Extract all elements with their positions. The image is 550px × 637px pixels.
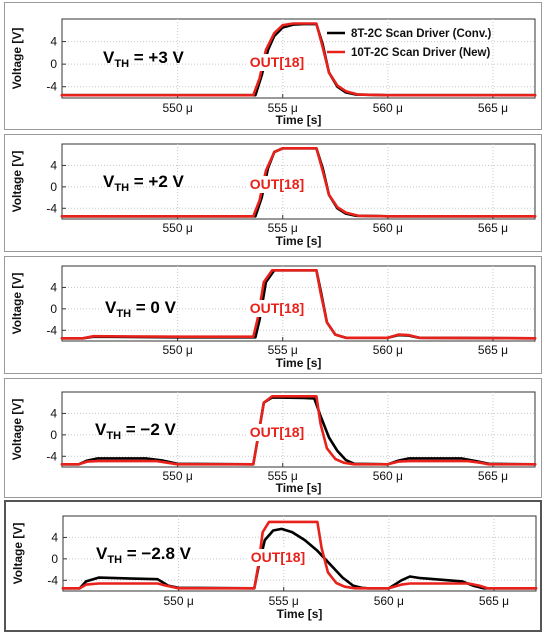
x-tick-label: 565 μ: [479, 594, 509, 608]
y-tick-label: 0: [50, 428, 57, 442]
y-tick-label: -4: [46, 201, 57, 215]
x-axis-label: Time [s]: [276, 356, 322, 370]
y-tick-label: 4: [51, 530, 58, 544]
x-tick-label: 560 μ: [373, 469, 403, 483]
x-tick-label: 555 μ: [268, 469, 298, 483]
chart-panel-2: 550 μ 555 μ 560 μ 565 μ 4 0 -4 Time [s] Voltage …: [4, 134, 542, 252]
y-tick-label: 4: [50, 406, 57, 420]
y-axis-label: Voltage [V]: [10, 28, 24, 90]
x-tick-label: 555 μ: [269, 594, 299, 608]
chart-svg-5: 550 μ 555 μ 560 μ 565 μ 4 0 -4 Time [s] Voltage …: [11, 515, 538, 621]
series-line-new: [60, 147, 537, 218]
x-tick-label: 560 μ: [373, 221, 403, 235]
x-tick-label: 560 μ: [374, 594, 404, 608]
y-tick-label: -4: [47, 573, 58, 587]
x-axis-label: Time [s]: [277, 607, 323, 621]
y-axis-label: Voltage [V]: [10, 273, 24, 335]
signal-label: OUT[18]: [250, 424, 304, 440]
y-axis-label: Voltage [V]: [10, 151, 24, 213]
y-tick-label: -4: [46, 80, 57, 94]
x-axis-label: Time [s]: [276, 113, 322, 127]
y-tick-label: 0: [50, 180, 57, 194]
chart-svg-2: 550 μ 555 μ 560 μ 565 μ 4 0 -4 Time [s] Voltage …: [10, 143, 537, 248]
signal-label-background: [247, 54, 307, 71]
legend-label: 8T-2C Scan Driver (Conv.): [351, 28, 492, 40]
x-tick-label: 550 μ: [163, 594, 193, 608]
series-line-new: [60, 394, 537, 466]
vth-condition-label: VTH = −2 V: [95, 420, 176, 442]
chart-panel-3: 550 μ 555 μ 560 μ 565 μ 4 0 -4 Time [s] Voltage …: [4, 256, 542, 374]
y-axis-label: Voltage [V]: [10, 399, 24, 461]
y-tick-label: -4: [46, 323, 57, 337]
series-line-new: [61, 520, 538, 590]
x-tick-label: 550 μ: [162, 469, 192, 483]
x-tick-label: 550 μ: [162, 101, 192, 115]
chart-svg-4: 550 μ 555 μ 560 μ 565 μ 4 0 -4 Time [s] Voltage …: [10, 391, 537, 495]
x-tick-label: 560 μ: [373, 101, 403, 115]
y-tick-label: 4: [50, 280, 57, 294]
x-tick-label: 555 μ: [268, 343, 298, 357]
signal-label-background: [248, 549, 308, 566]
signal-label: OUT[18]: [250, 176, 304, 192]
series-line-conventional: [60, 396, 537, 466]
vth-condition-label: VTH = +3 V: [103, 48, 184, 70]
chart-panel-5: 550 μ 555 μ 560 μ 565 μ 4 0 -4 Time [s] Voltage …: [4, 500, 542, 632]
signal-label: OUT[18]: [250, 54, 304, 70]
y-tick-label: 0: [50, 57, 57, 71]
y-tick-label: 4: [50, 35, 57, 49]
signal-label-background: [247, 300, 307, 317]
x-tick-label: 565 μ: [478, 221, 508, 235]
signal-label: OUT[18]: [250, 300, 304, 316]
signal-label: OUT[18]: [251, 549, 305, 565]
series-line-new: [60, 269, 537, 340]
x-axis-label: Time [s]: [276, 481, 322, 495]
vth-condition-label: VTH = +2 V: [103, 172, 184, 194]
signal-label-background: [247, 176, 307, 193]
chart-panel-4: 550 μ 555 μ 560 μ 565 μ 4 0 -4 Time [s] Voltage …: [4, 378, 542, 498]
y-tick-label: 0: [50, 302, 57, 316]
vth-condition-label: VTH = 0 V: [105, 298, 177, 320]
signal-label-background: [247, 424, 307, 441]
y-tick-label: 4: [50, 158, 57, 172]
chart-svg-1: 550 μ 555 μ 560 μ 565 μ 4 0 -4 Time [s] Voltage …: [10, 18, 537, 127]
y-tick-label: -4: [46, 449, 57, 463]
x-tick-label: 555 μ: [268, 221, 298, 235]
x-tick-label: 560 μ: [373, 343, 403, 357]
x-tick-label: 565 μ: [478, 469, 508, 483]
vth-condition-label: VTH = −2.8 V: [96, 544, 192, 566]
x-tick-label: 550 μ: [162, 343, 192, 357]
y-tick-label: 0: [51, 552, 58, 566]
series-line-conventional: [61, 527, 538, 590]
chart-panel-1: 550 μ 555 μ 560 μ 565 μ 4 0 -4 Time [s] Voltage …: [4, 2, 542, 130]
x-tick-label: 555 μ: [268, 101, 298, 115]
x-tick-label: 565 μ: [478, 101, 508, 115]
y-axis-label: Voltage [V]: [11, 523, 25, 585]
x-tick-label: 550 μ: [162, 221, 192, 235]
x-axis-label: Time [s]: [276, 234, 322, 248]
chart-svg-3: 550 μ 555 μ 560 μ 565 μ 4 0 -4 Time [s] Voltage …: [10, 265, 537, 370]
x-tick-label: 565 μ: [478, 343, 508, 357]
legend-label: 10T-2C Scan Driver (New): [351, 47, 491, 59]
